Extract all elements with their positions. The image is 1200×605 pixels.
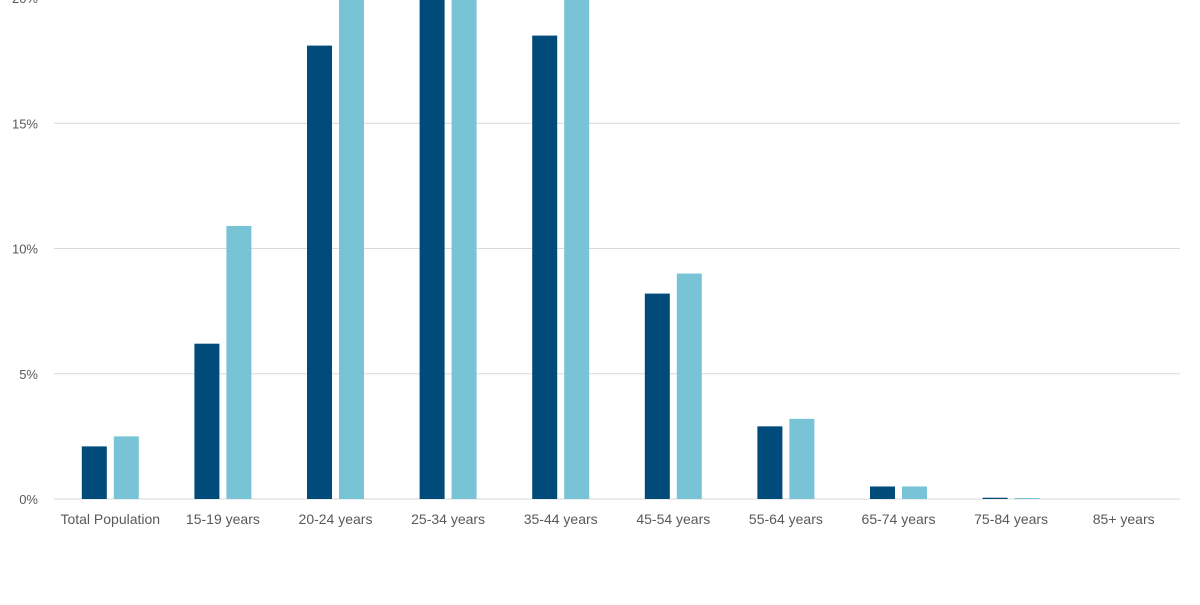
bar-series1-3 — [419, 0, 445, 499]
x-tick-label: 25-34 years — [411, 511, 485, 527]
bar-series1-7 — [870, 486, 895, 499]
y-tick-label: 5% — [19, 367, 38, 382]
bar-series2-7 — [902, 486, 927, 499]
bar-series1-2 — [307, 45, 332, 499]
bar-series2-4 — [564, 0, 590, 499]
bar-series2-5 — [676, 273, 702, 499]
bar-series2-3 — [451, 0, 477, 499]
bar-series1-5 — [644, 293, 670, 499]
bar-series2-6 — [789, 418, 815, 499]
y-tick-label: 0% — [19, 492, 38, 507]
bar-series1-6 — [757, 426, 783, 499]
x-tick-label: 45-54 years — [636, 511, 710, 527]
x-tick-label: 20-24 years — [299, 511, 373, 527]
bar-series1-0 — [81, 446, 107, 499]
x-tick-label: 15-19 years — [186, 511, 260, 527]
x-tick-label: 85+ years — [1093, 511, 1155, 527]
x-tick-label: 55-64 years — [749, 511, 823, 527]
gridlines — [54, 122, 1180, 500]
bar-series2-2 — [339, 0, 364, 499]
x-tick-label: 35-44 years — [524, 511, 598, 527]
bar-series2-1 — [226, 225, 252, 499]
y-tick-label: 10% — [12, 242, 38, 257]
x-tick-label: 75-84 years — [974, 511, 1048, 527]
bars — [81, 0, 1040, 499]
x-axis-ticks: Total Population 15-19 years 20-24 years 25… — [60, 511, 1154, 527]
bar-series1-1 — [194, 343, 220, 499]
y-tick-label: 15% — [12, 116, 38, 131]
bar-series1-4 — [532, 35, 558, 499]
bar-series2-0 — [113, 436, 139, 499]
y-tick-label: 20% — [12, 0, 38, 6]
bar-series2-8 — [1014, 497, 1040, 499]
x-tick-label: 65-74 years — [862, 511, 936, 527]
x-tick-label: Total Population — [60, 511, 160, 527]
y-axis-ticks: 0% 5% 10% 15% 20% — [12, 0, 38, 507]
bar-series1-8 — [982, 497, 1008, 499]
